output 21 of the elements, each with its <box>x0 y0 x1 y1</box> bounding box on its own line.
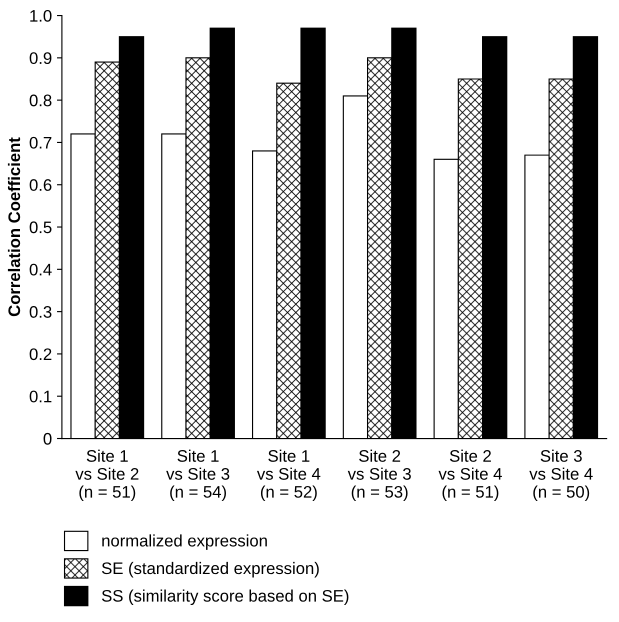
legend-label: SS (similarity score based on SE) <box>102 590 348 606</box>
y-tick-label: 0 <box>44 432 52 445</box>
x-tick-label: Site 2 vs Site 4 (n = 51) <box>438 450 502 502</box>
x-tick-label: Site 2 vs Site 3 (n = 53) <box>348 450 411 502</box>
x-tick-label: Site 1 vs Site 3 (n = 54) <box>166 450 230 502</box>
y-tick-label: 0.3 <box>30 306 52 318</box>
y-tick-label: 0.7 <box>30 136 52 149</box>
y-tick-label: 0.4 <box>30 264 52 276</box>
legend-label: SE (standardized expression) <box>102 562 319 578</box>
y-tick-label: 0.5 <box>30 221 52 234</box>
x-tick-label: Site 3 vs Site 4 (n = 50) <box>529 450 593 502</box>
legend-label: normalized expression <box>102 534 267 550</box>
y-tick-label: 0.6 <box>30 179 52 191</box>
x-tick-label: Site 1 vs Site 2 (n = 51) <box>75 450 138 502</box>
y-tick-label: 0.1 <box>30 390 52 402</box>
y-axis-title: Correlation Coefficient <box>8 137 20 316</box>
y-tick-label: 0.2 <box>30 348 52 360</box>
y-tick-label: 0.9 <box>30 52 52 64</box>
x-tick-label: Site 1 vs Site 4 (n = 52) <box>256 450 320 502</box>
y-tick-label: 1.0 <box>30 10 52 22</box>
y-tick-label: 0.8 <box>30 94 52 106</box>
